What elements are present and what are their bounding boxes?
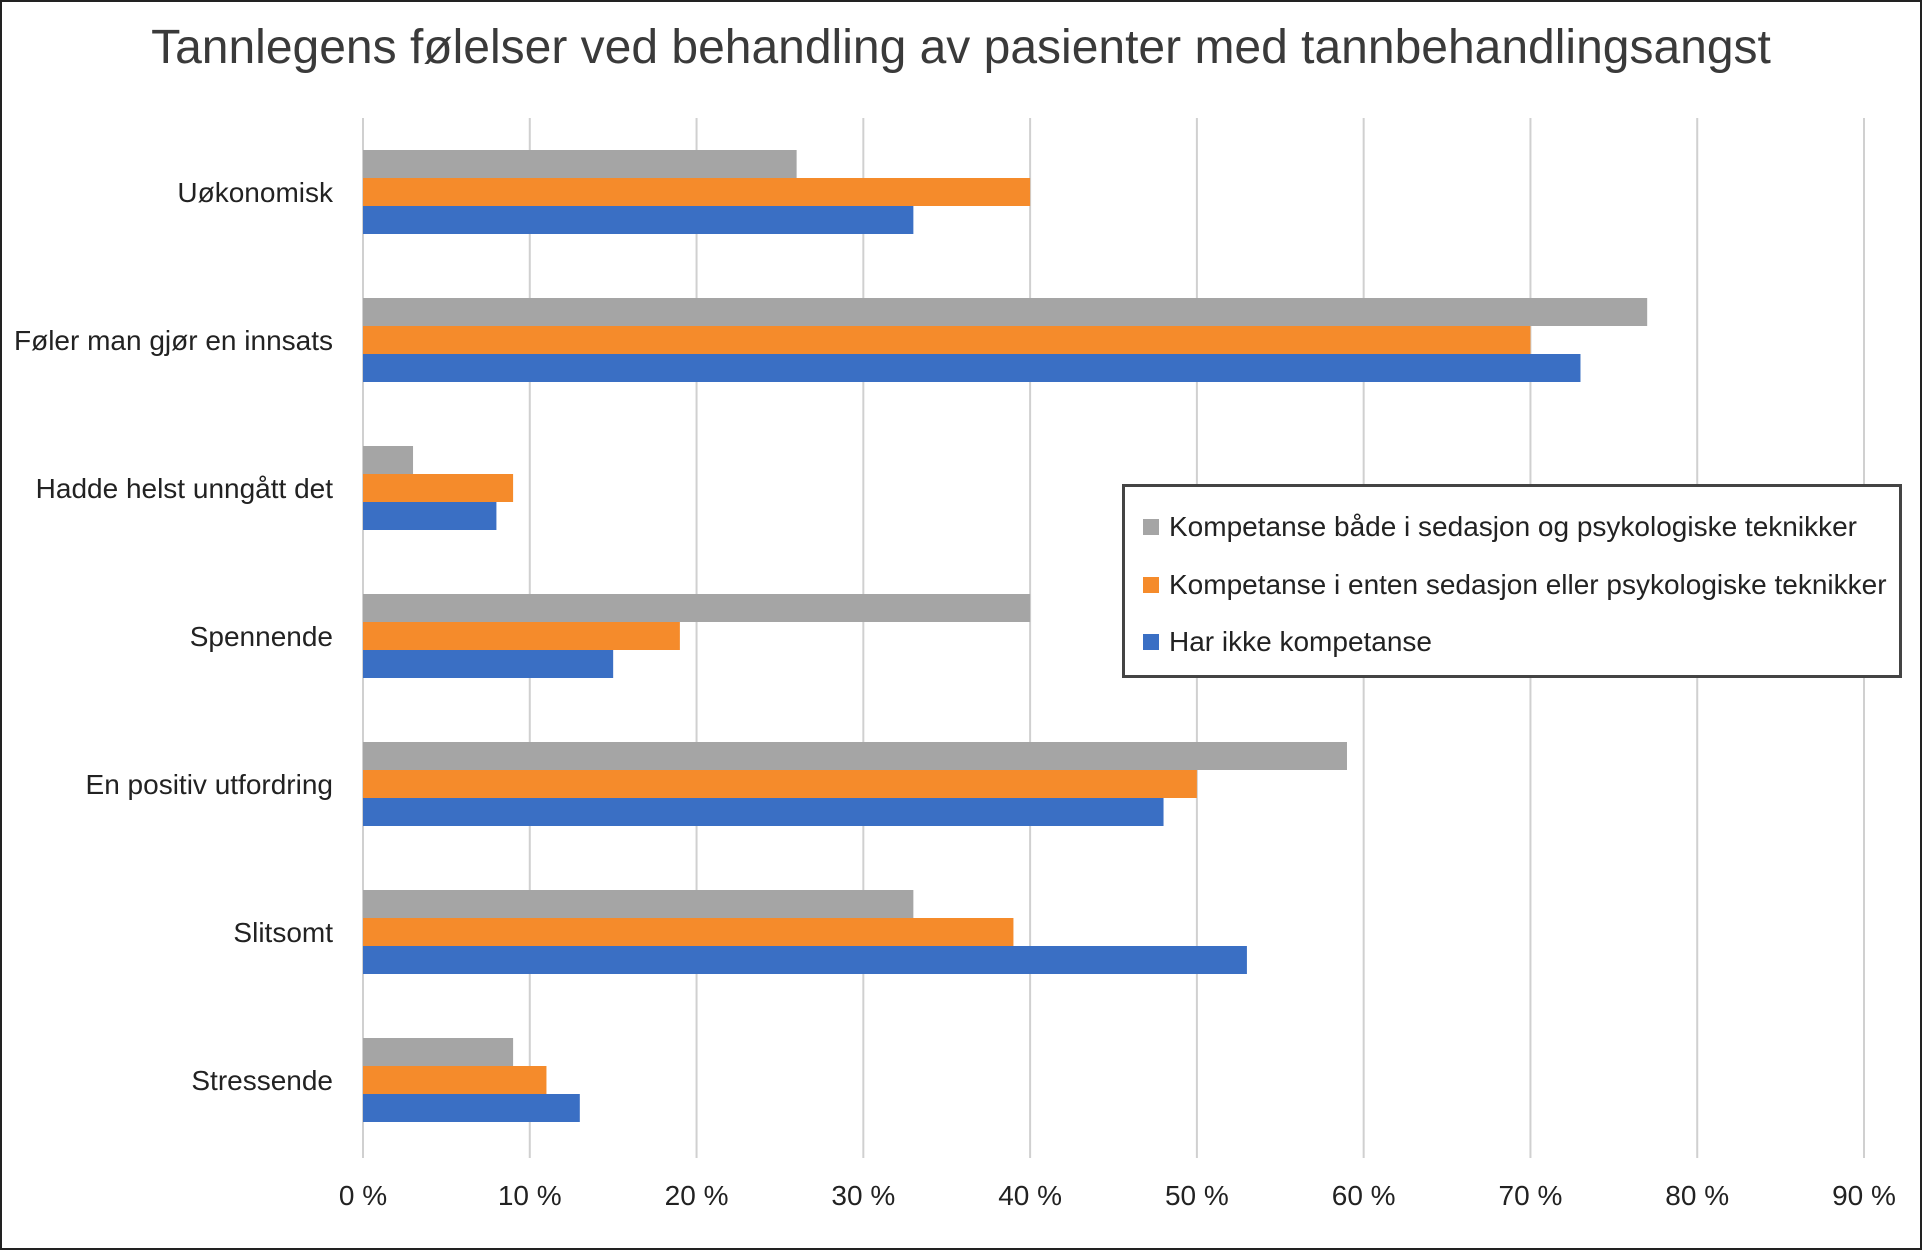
x-tick-label: 90 % — [1832, 1180, 1896, 1211]
legend-swatch — [1143, 634, 1159, 650]
bar — [363, 650, 614, 678]
bar — [363, 502, 497, 530]
x-tick-label: 30 % — [831, 1180, 895, 1211]
x-tick-label: 10 % — [498, 1180, 562, 1211]
bar — [363, 770, 1197, 798]
legend: Kompetanse både i sedasjon og psykologis… — [1122, 484, 1902, 678]
bar — [363, 326, 1531, 354]
legend-swatch — [1143, 519, 1159, 535]
bar — [363, 742, 1347, 770]
x-tick-label: 20 % — [665, 1180, 729, 1211]
category-labels: Uøkonomisk Føler man gjør en innsats Hadde… — [14, 177, 334, 1096]
bar — [363, 150, 797, 178]
bar — [363, 1066, 547, 1094]
bars — [363, 150, 1648, 1122]
legend-label: Kompetanse i enten sedasjon eller psykol… — [1169, 569, 1887, 600]
category-label: Hadde helst unngått det — [36, 473, 334, 504]
legend-item: Har ikke kompetanse — [1143, 622, 1432, 662]
bar — [363, 594, 1031, 622]
x-tick-label: 60 % — [1332, 1180, 1396, 1211]
legend-label: Kompetanse både i sedasjon og psykologis… — [1169, 511, 1857, 542]
x-tick-label: 80 % — [1665, 1180, 1729, 1211]
legend-swatch — [1143, 577, 1159, 593]
category-label: Spennende — [190, 621, 333, 652]
bar — [363, 622, 680, 650]
bar — [363, 1038, 514, 1066]
x-tick-label: 0 % — [339, 1180, 387, 1211]
bar — [363, 798, 1164, 826]
bar — [363, 446, 414, 474]
bar — [363, 206, 914, 234]
bar — [363, 946, 1247, 974]
category-label: Slitsomt — [233, 917, 333, 948]
x-tick-label: 50 % — [1165, 1180, 1229, 1211]
legend-item: Kompetanse i enten sedasjon eller psykol… — [1143, 565, 1887, 605]
bar — [363, 1094, 580, 1122]
category-label: Stressende — [191, 1065, 333, 1096]
category-label: Føler man gjør en innsats — [14, 325, 333, 356]
bar — [363, 298, 1648, 326]
category-label: En positiv utfordring — [86, 769, 333, 800]
legend-item: Kompetanse både i sedasjon og psykologis… — [1143, 507, 1857, 547]
bar — [363, 890, 914, 918]
bar — [363, 474, 514, 502]
legend-label: Har ikke kompetanse — [1169, 626, 1433, 657]
x-axis-tick-labels: 0 % 10 % 20 % 30 % 40 % 50 % 60 % 70 % 80 % 90 % — [339, 1180, 1896, 1211]
chart-title: Tannlegens følelser ved behandling av pa… — [151, 21, 1771, 74]
x-tick-label: 40 % — [998, 1180, 1062, 1211]
bar — [363, 178, 1031, 206]
category-label: Uøkonomisk — [177, 177, 334, 208]
bar — [363, 354, 1581, 382]
x-tick-label: 70 % — [1499, 1180, 1563, 1211]
bar — [363, 918, 1014, 946]
